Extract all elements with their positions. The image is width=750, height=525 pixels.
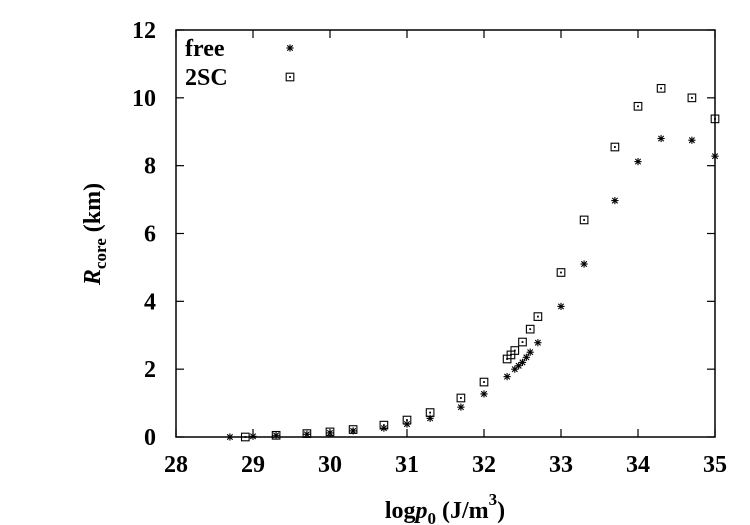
data-point-2sc: [687, 93, 697, 103]
x-tick-label: 35: [703, 452, 727, 478]
data-point-free: [557, 302, 565, 311]
data-point-free: [688, 136, 696, 144]
legend-label: 2SC: [185, 65, 228, 91]
data-point-free: [503, 373, 511, 381]
data-point-free: [226, 433, 234, 441]
data-point-2sc: [579, 215, 589, 225]
x-tick-label: 30: [318, 452, 342, 478]
legend-marker: [285, 72, 295, 82]
data-point-free: [480, 390, 488, 398]
legend-label: free: [185, 36, 225, 62]
x-label-sup: 3: [489, 490, 498, 509]
x-tick-label: 31: [395, 452, 419, 478]
x-label-unit-close: ): [497, 498, 505, 524]
y-label-unit: (km): [80, 183, 106, 238]
data-point-free: [426, 414, 434, 422]
data-point-2sc: [302, 429, 312, 438]
data-point-2sc: [510, 346, 520, 355]
x-tick-label: 34: [626, 452, 650, 478]
data-point-free: [249, 432, 257, 440]
x-tick-label: 32: [472, 452, 496, 478]
x-tick-label: 29: [241, 452, 265, 478]
data-point-2sc: [325, 427, 335, 437]
y-tick-label: 2: [144, 357, 156, 383]
x-label-sub: 0: [428, 509, 437, 525]
data-point-2sc: [425, 408, 435, 417]
tick-labels: 28 29 30 31 32 33 34 35 0 2 4 6 8 10 12: [132, 18, 727, 478]
data-point-2sc: [633, 101, 643, 111]
data-point-2sc: [348, 425, 358, 434]
data-point-2sc: [379, 420, 389, 430]
x-tick-label: 28: [164, 452, 188, 478]
data-point-2sc: [271, 430, 281, 440]
x-label-var: p: [414, 498, 428, 524]
data-point-free: [534, 339, 542, 347]
data-points: [226, 83, 720, 442]
data-point-2sc: [610, 142, 620, 152]
y-tick-label: 0: [144, 425, 156, 451]
x-label-unit-open: (J/m: [436, 498, 489, 524]
plot-frame: [175, 29, 716, 438]
data-point-2sc: [240, 432, 250, 442]
data-point-2sc: [402, 415, 412, 425]
y-label-sub: core: [91, 238, 110, 269]
data-point-free: [522, 353, 530, 361]
data-point-free: [457, 403, 465, 411]
data-point-free: [711, 152, 719, 160]
y-axis-label: Rcore (km): [80, 183, 110, 286]
y-tick-label: 6: [144, 222, 156, 248]
y-tick-label: 4: [144, 289, 156, 315]
data-point-free: [349, 427, 357, 435]
x-tick-label: 33: [549, 452, 573, 478]
y-tick-label: 8: [144, 154, 156, 180]
data-point-2sc: [656, 83, 666, 93]
data-point-free: [580, 260, 588, 268]
data-point-2sc: [525, 324, 535, 334]
data-point-2sc: [556, 268, 566, 277]
y-tick-label: 10: [132, 86, 156, 112]
y-tick-label: 12: [132, 18, 156, 44]
legend: free 2SC: [185, 36, 295, 91]
data-point-2sc: [518, 337, 527, 347]
data-point-free: [634, 157, 642, 166]
data-point-free: [518, 358, 527, 366]
data-point-free: [526, 348, 534, 356]
x-label-prefix: log: [385, 498, 416, 524]
data-point-2sc: [479, 377, 489, 387]
data-point-free: [611, 197, 619, 205]
axis-ticks: [175, 29, 716, 438]
data-point-2sc: [456, 393, 466, 403]
data-point-2sc: [533, 312, 543, 321]
legend-marker: [286, 44, 294, 52]
x-axis-label: logp0 (J/m3): [385, 490, 505, 525]
data-point-free: [657, 134, 665, 143]
y-label-var: R: [80, 269, 106, 286]
data-point-2sc: [710, 114, 720, 124]
